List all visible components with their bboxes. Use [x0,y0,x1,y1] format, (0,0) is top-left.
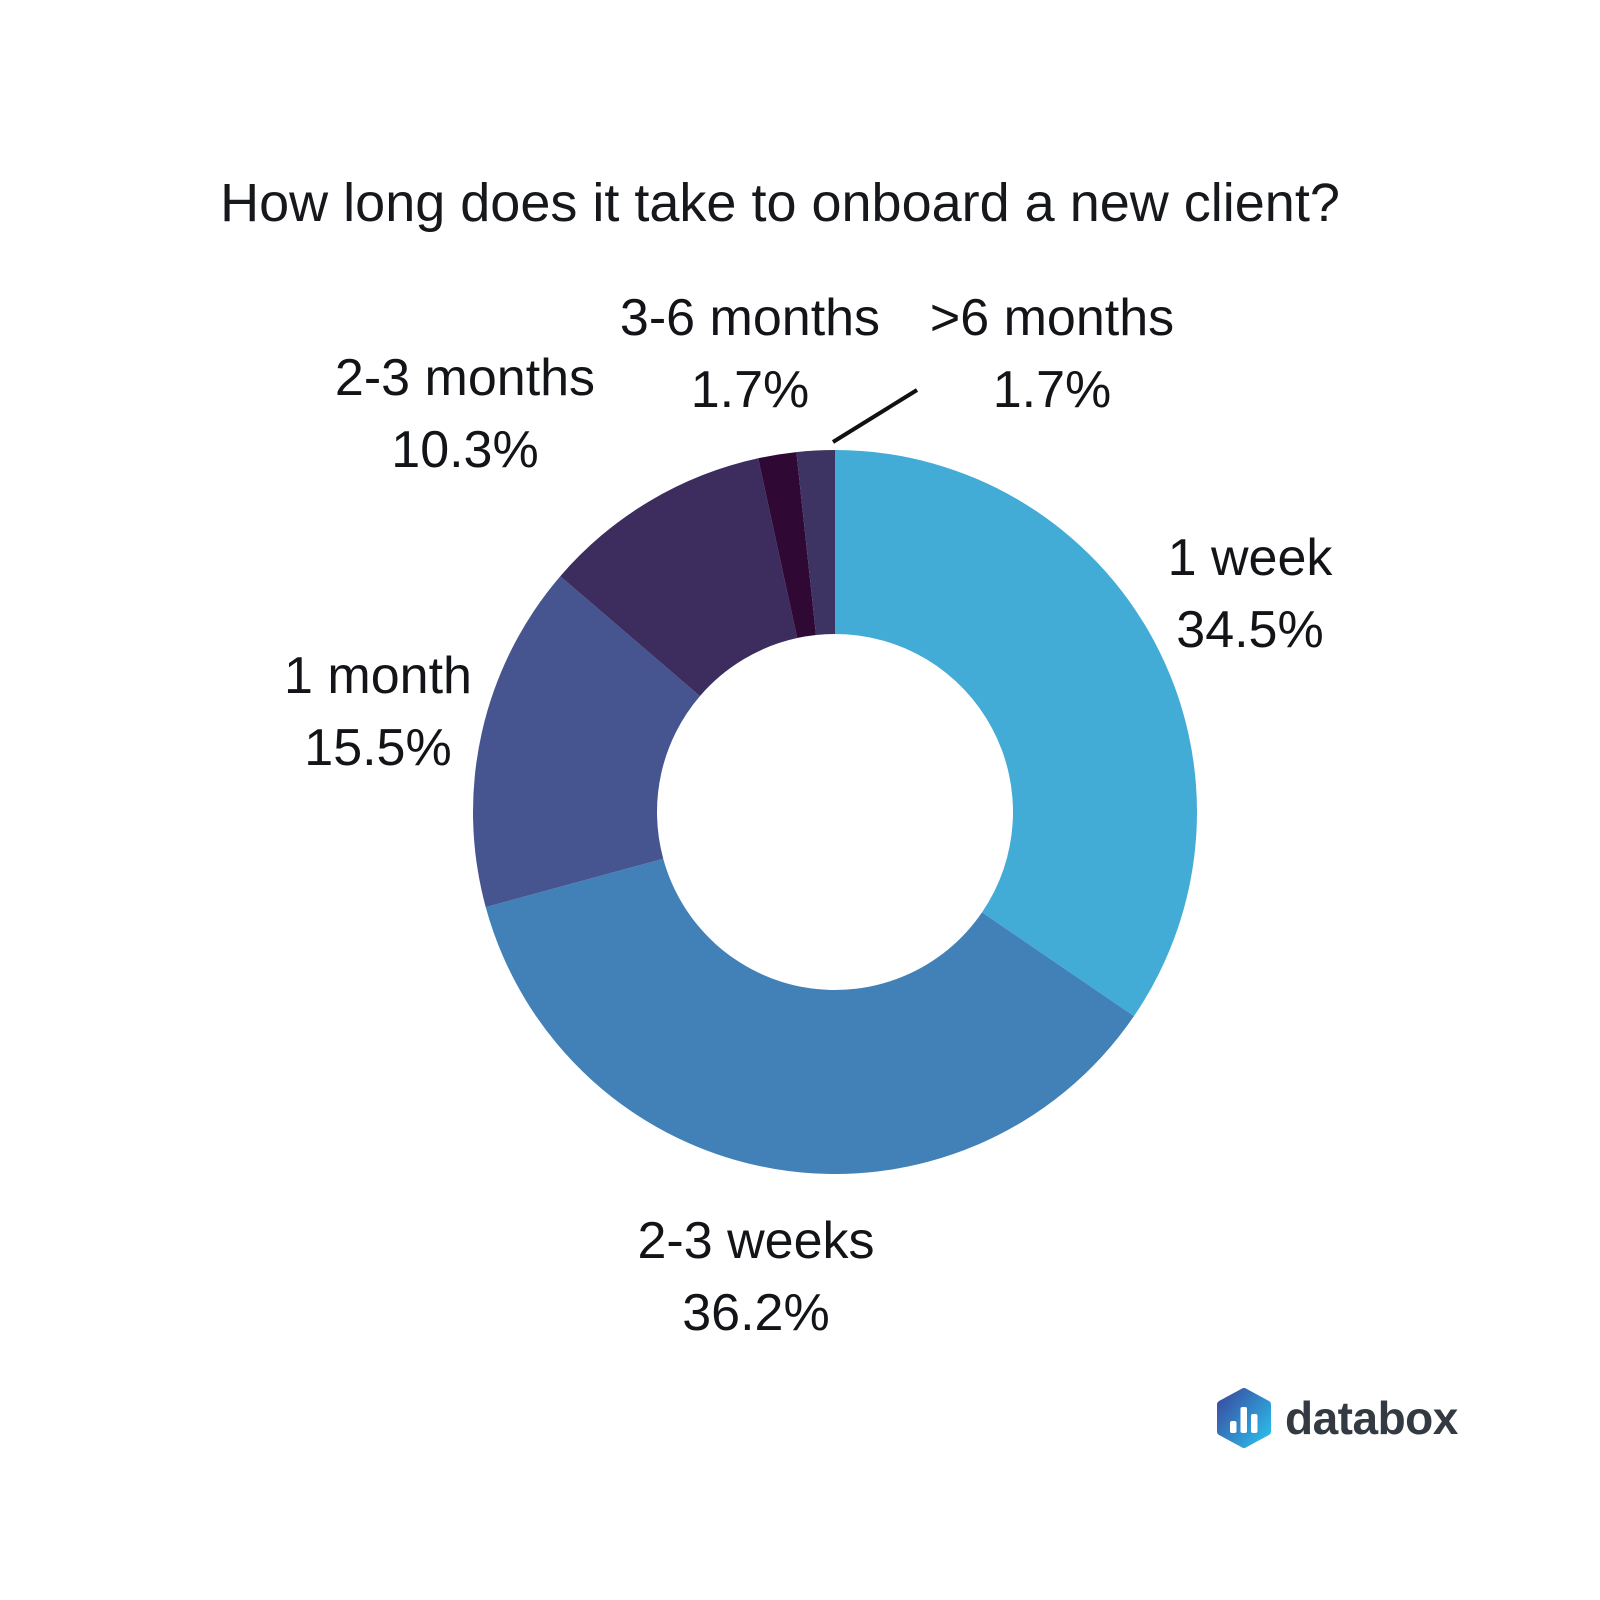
slice-2-3-weeks[interactable] [485,858,1134,1174]
slice-6-months[interactable] [796,450,835,636]
slice-label-text: 1 week [1167,529,1333,587]
slice-label-text: 1 month [284,647,472,705]
databox-logo-text: databox [1285,1392,1458,1444]
slice-label-1-month: 1 month 15.5% [284,640,472,784]
slice-label-pct: 10.3% [391,421,539,479]
slice-label-text: 2-3 months [334,349,596,407]
slice-label-2-3-months: 2-3 months 10.3% [335,342,595,486]
databox-hexagon-bars-icon [1217,1388,1271,1448]
slice-label-pct: 1.7% [992,361,1112,419]
callout-line [831,388,919,444]
slice-label-3-6-months: 3-6 months 1.7% [620,282,880,426]
slice-label-gt-6-months: >6 months 1.7% [930,282,1174,426]
slice-label-text: 2-3 weeks [637,1212,875,1270]
slice-label-pct: 15.5% [304,719,452,777]
databox-logo[interactable]: databox [1216,1388,1458,1448]
slice-2-3-months[interactable] [560,458,798,697]
slice-1-month[interactable] [473,576,700,908]
slice-label-pct: 36.2% [682,1284,830,1342]
slice-label-1-week: 1 week 34.5% [1168,522,1333,666]
slice-label-text: >6 months [929,289,1175,347]
slice-label-pct: 34.5% [1176,601,1324,659]
chart-title: How long does it take to onboard a new c… [220,173,1340,233]
slice-1-week[interactable] [835,450,1197,1017]
slice-label-text: 3-6 months [619,289,881,347]
slice-label-pct: 1.7% [690,361,810,419]
slice-label-2-3-weeks: 2-3 weeks 36.2% [638,1205,875,1349]
slice-3-6-months[interactable] [758,452,816,639]
